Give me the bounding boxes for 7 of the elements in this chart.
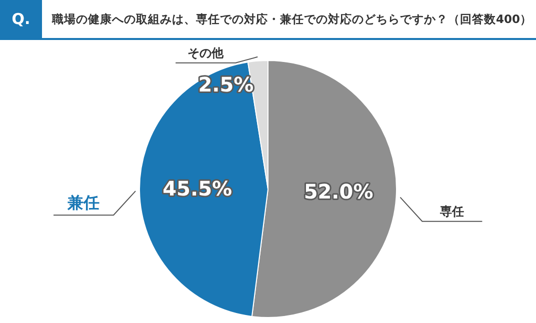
slice-label: 兼任	[66, 193, 100, 212]
data-label: 52.0%	[304, 180, 374, 204]
chart-title: 職場の健康への取組みは、専任での対応・兼任での対応のどちらですか？（回答数400）	[52, 11, 532, 28]
slice-label: その他	[188, 46, 225, 60]
text: Q.	[0, 0, 42, 38]
data-label: 45.5%	[162, 176, 232, 200]
slice-label: 専任	[439, 204, 464, 218]
